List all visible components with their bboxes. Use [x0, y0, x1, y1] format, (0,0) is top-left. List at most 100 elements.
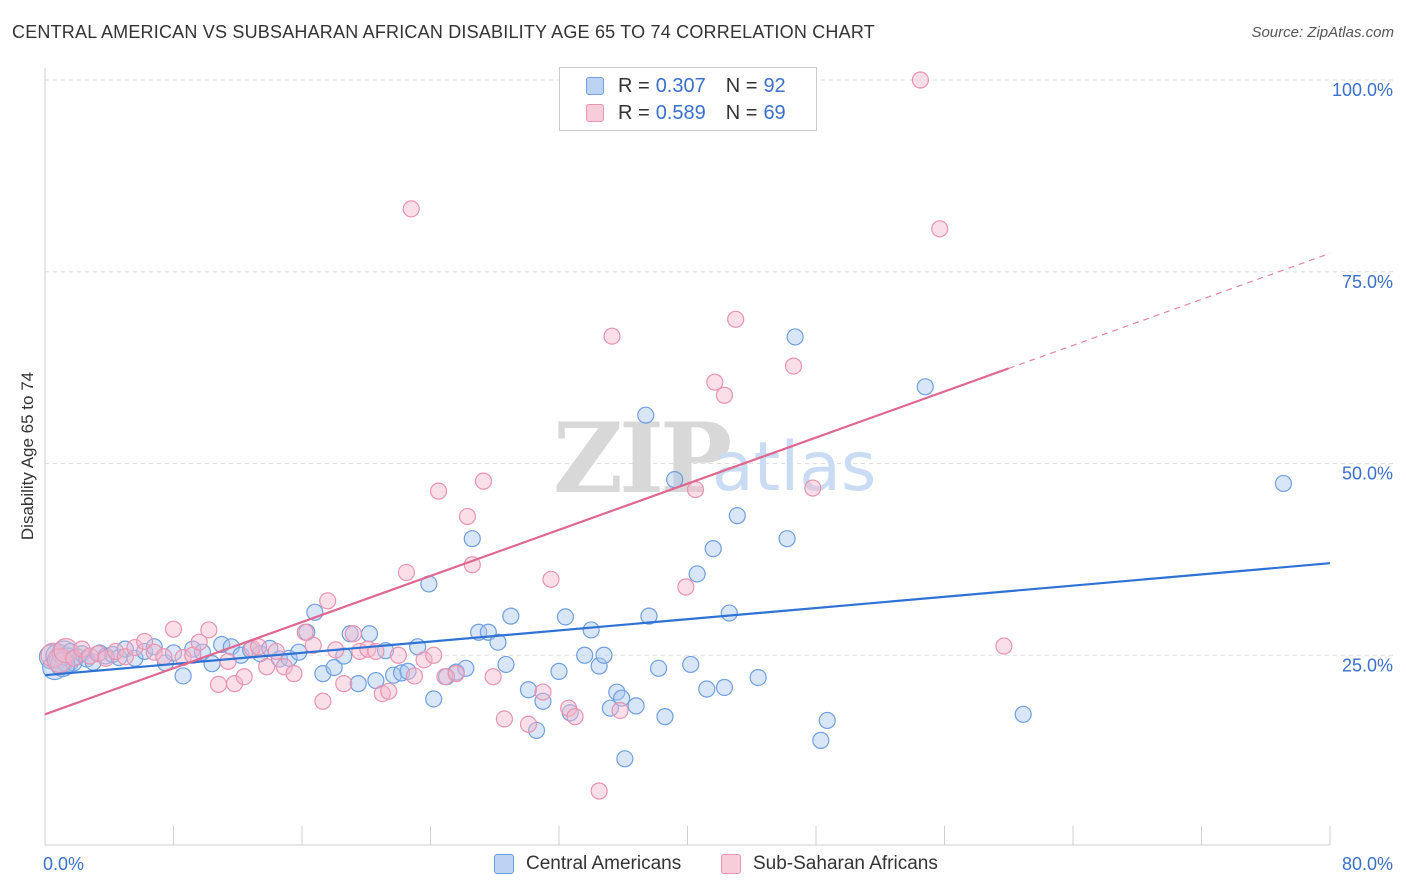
- sub-saharan-african-point: [397, 563, 416, 582]
- central-american-point: [325, 658, 343, 677]
- sub-saharan-african-point: [155, 648, 173, 666]
- sub-saharan-african-point: [715, 386, 734, 404]
- central-american-point: [489, 633, 507, 651]
- sub-saharan-african-point: [235, 668, 253, 686]
- central-american-point: [349, 675, 367, 693]
- gridlines: [45, 79, 1395, 656]
- central-american-point: [1014, 705, 1032, 723]
- y-tick-label: 100.0%: [1332, 80, 1393, 100]
- axes: [44, 68, 1331, 846]
- sub-saharan-african-point: [209, 675, 228, 693]
- watermark-atlas: atlas: [712, 428, 876, 507]
- sub-saharan-african-point: [190, 633, 208, 651]
- sub-saharan-african-point: [911, 71, 930, 89]
- sub-saharan-african-point: [603, 327, 621, 345]
- central-american-point: [720, 604, 738, 622]
- sub-saharan-african-point: [429, 482, 448, 500]
- bottom-legend-central-americans: Central Americans: [494, 852, 681, 876]
- bottom-legend-label-blue: Central Americans: [526, 853, 682, 874]
- sub-saharan-african-point: [89, 645, 107, 663]
- bottom-legend-swatch-pink: [721, 854, 741, 874]
- central-americans-points: [38, 328, 1293, 768]
- sub-saharan-african-point: [275, 658, 293, 676]
- central-american-point: [457, 659, 475, 677]
- sub-saharan-african-point: [200, 621, 218, 639]
- central-american-point: [590, 657, 608, 675]
- central-american-point: [463, 530, 481, 548]
- trend-lines: [44, 252, 1331, 716]
- sub-saharan-african-point: [542, 570, 560, 588]
- sub-saharan-african-point: [447, 665, 465, 683]
- bottom-legend-sub-saharan-africans: Sub-Saharan Africans: [721, 852, 938, 876]
- central-american-point: [818, 711, 836, 730]
- y-tick-label: 75.0%: [1342, 272, 1393, 292]
- sub-saharan-african-point: [402, 200, 420, 218]
- sub-saharan-african-point: [784, 357, 803, 375]
- sub-saharan-african-point: [225, 675, 244, 693]
- watermark-zip: ZIP: [553, 402, 730, 515]
- central-american-point: [704, 540, 722, 558]
- bottom-legend-label-pink: Sub-Saharan Africans: [753, 853, 938, 874]
- central-american-point: [715, 678, 734, 697]
- sub-saharan-african-point: [285, 665, 303, 683]
- legend-r-label: R =: [618, 101, 650, 124]
- sub-saharan-african-point: [474, 472, 493, 490]
- central-american-point: [164, 644, 183, 662]
- y-tick-label: 25.0%: [1342, 655, 1393, 675]
- chart-title: CENTRAL AMERICAN VS SUBSAHARAN AFRICAN D…: [12, 22, 875, 42]
- central-american-point: [502, 607, 520, 625]
- sub-saharan-african-point: [380, 682, 398, 700]
- sub-saharan-african-point: [126, 638, 144, 657]
- sub-saharan-african-point: [677, 578, 695, 596]
- sub-saharan-africans-trend-line: [44, 367, 1010, 716]
- sub-saharan-african-point: [931, 220, 949, 238]
- legend-n-value: 92: [763, 74, 786, 97]
- source-label: Source: ZipAtlas.com: [1251, 24, 1394, 41]
- sub-saharan-african-point: [425, 646, 443, 664]
- central-american-point: [425, 690, 443, 708]
- sub-saharan-african-point: [258, 658, 276, 676]
- central-american-point: [812, 731, 830, 749]
- sub-saharan-african-point: [804, 479, 822, 497]
- central-american-point: [203, 655, 221, 673]
- sub-saharan-african-point: [219, 652, 237, 670]
- sub-saharan-african-point: [164, 620, 183, 638]
- legend-r-value: 0.307: [655, 74, 706, 97]
- x-tick-label-max: 80.0%: [1342, 854, 1393, 874]
- central-american-point: [582, 621, 600, 639]
- sub-saharan-african-point: [590, 782, 608, 800]
- central-american-point: [640, 607, 658, 625]
- central-american-point: [616, 750, 634, 768]
- legend-swatch-pink: [586, 104, 604, 122]
- central-american-point: [649, 659, 668, 677]
- sub-saharan-african-point: [405, 667, 424, 685]
- tick-labels: 25.0% 50.0% 75.0% 100.0% 0.0% 80.0% Disability…: [18, 80, 1393, 874]
- central-american-point: [556, 608, 575, 626]
- central-american-point: [613, 689, 631, 707]
- sub-saharan-african-point: [250, 638, 268, 656]
- sub-saharan-african-point: [534, 683, 552, 701]
- sub-saharan-african-point: [344, 625, 362, 643]
- legend-row-central-americans: R = 0.307 N = 92: [586, 73, 786, 99]
- central-american-point: [688, 565, 706, 583]
- central-american-point: [627, 697, 645, 715]
- sub-saharan-african-point: [135, 632, 154, 651]
- sub-saharan-africans-trend-extension: [1008, 252, 1331, 369]
- central-american-point: [778, 530, 796, 548]
- legend-n-label: N =: [725, 74, 758, 97]
- sub-saharan-african-point: [389, 646, 407, 664]
- sub-saharan-african-point: [304, 636, 322, 654]
- legend-row-sub-saharan-africans: R = 0.589 N = 69: [586, 100, 786, 126]
- sub-saharan-african-point: [145, 643, 163, 661]
- sub-saharan-african-point: [519, 715, 538, 733]
- sub-saharan-african-point: [314, 692, 332, 710]
- central-american-point: [749, 668, 767, 687]
- central-american-point: [656, 708, 674, 726]
- legend-n-value: 69: [763, 101, 786, 124]
- central-american-point: [519, 681, 538, 699]
- central-american-point: [135, 642, 154, 661]
- central-american-point: [1274, 474, 1293, 493]
- y-tick-label: 50.0%: [1342, 464, 1393, 484]
